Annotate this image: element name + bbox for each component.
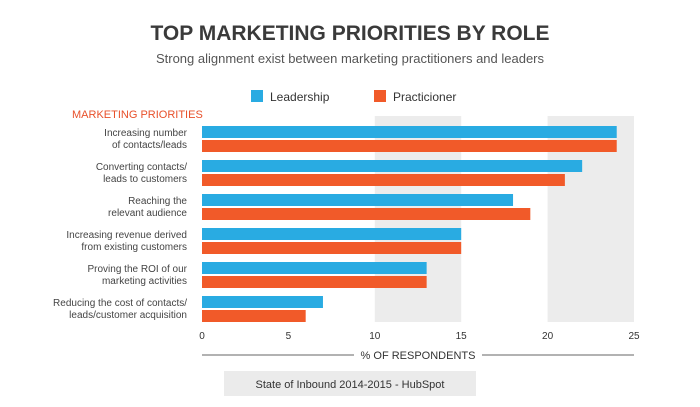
- bars: [202, 126, 617, 322]
- legend-swatch-practicioner: [374, 90, 386, 102]
- category-label: Proving the ROI of our marketing activiti…: [88, 264, 188, 287]
- legend-label-practicioner: Practicioner: [393, 90, 456, 104]
- bar-leadership: [202, 296, 323, 308]
- x-tick-label: 15: [456, 331, 468, 342]
- legend-swatch-leadership: [251, 90, 263, 102]
- x-tick-label: 25: [628, 331, 640, 342]
- bar-practicioner: [202, 208, 531, 220]
- category-label: Increasing number of contacts/leads: [104, 128, 187, 151]
- category-label: Increasing revenue derived from existing …: [66, 230, 187, 253]
- x-tick-labels: 0 5 10 15 20 25: [199, 331, 640, 342]
- x-tick-label: 10: [369, 331, 381, 342]
- bar-leadership: [202, 194, 514, 206]
- category-labels: Increasing number of contacts/leads Conver…: [53, 128, 188, 321]
- bar-practicioner: [202, 174, 565, 186]
- category-label: Reaching the relevant audience: [108, 196, 187, 219]
- source-box: [224, 371, 476, 396]
- source-note: State of Inbound 2014-2015 - HubSpot: [256, 379, 445, 391]
- legend-label-leadership: Leadership: [270, 90, 330, 104]
- chart-title: TOP MARKETING PRIORITIES BY ROLE: [150, 22, 549, 45]
- chart-subtitle: Strong alignment exist between marketing…: [156, 51, 545, 66]
- category-label: Converting contacts/leads to customers: [96, 162, 187, 185]
- bar-practicioner: [202, 140, 617, 152]
- bar-leadership: [202, 228, 462, 240]
- y-axis-title: MARKETING PRIORITIES: [72, 109, 203, 121]
- bar-practicioner: [202, 310, 306, 322]
- bar-leadership: [202, 262, 427, 274]
- x-tick-label: 0: [199, 331, 205, 342]
- bar-practicioner: [202, 276, 427, 288]
- x-axis-title: % OF RESPONDENTS: [361, 350, 476, 362]
- bar-practicioner: [202, 242, 462, 254]
- x-tick-label: 5: [286, 331, 292, 342]
- legend: Leadership Practicioner: [251, 90, 456, 104]
- x-tick-label: 20: [542, 331, 554, 342]
- bar-leadership: [202, 126, 617, 138]
- bar-leadership: [202, 160, 583, 172]
- category-label: Reducing the cost of contacts/leads/cust…: [53, 298, 187, 321]
